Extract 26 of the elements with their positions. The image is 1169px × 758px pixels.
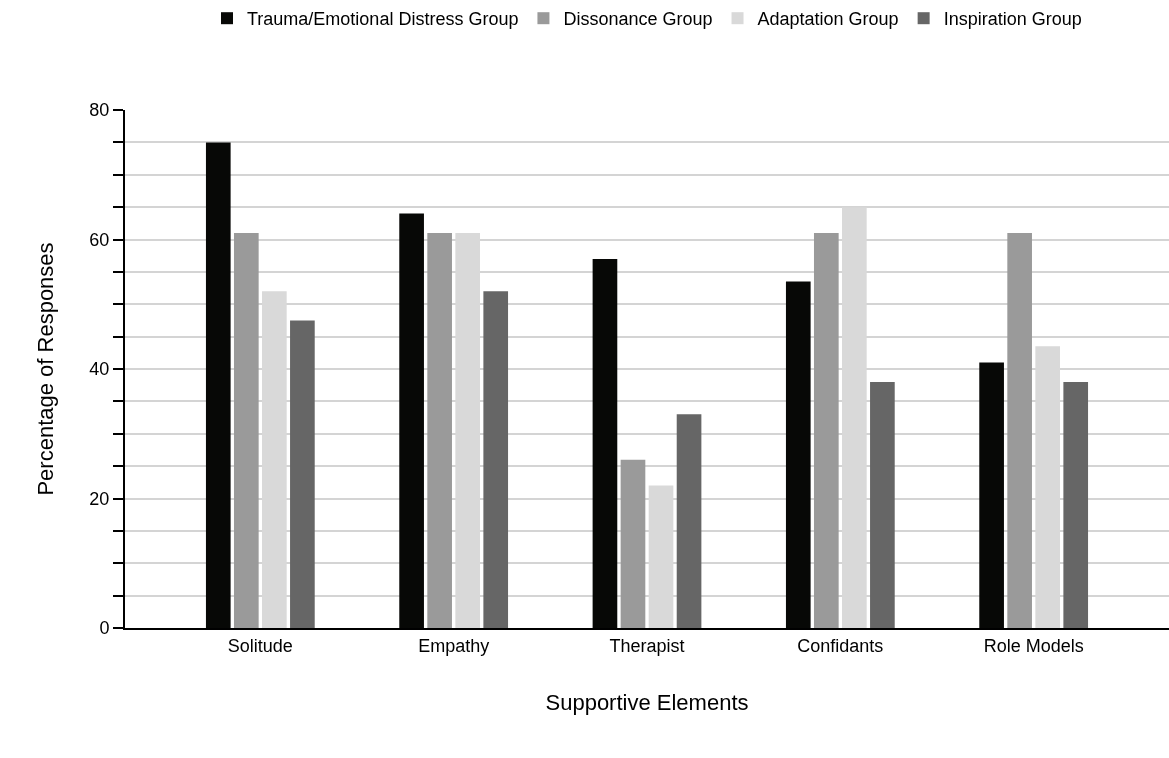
y-tick-label: 40	[89, 359, 110, 380]
bar	[233, 233, 259, 628]
y-axis-title: Percentage of Responses	[32, 242, 58, 496]
bar	[290, 320, 315, 628]
bar	[870, 381, 895, 628]
bar	[813, 233, 839, 628]
x-tick-label: Therapist	[609, 635, 685, 656]
legend-label: Inspiration Group	[943, 9, 1082, 30]
bar	[427, 233, 452, 628]
y-tick-label: 60	[89, 229, 110, 250]
x-axis-title: Supportive Elements	[545, 690, 749, 715]
x-tick-label: Solitude	[227, 635, 293, 656]
y-tick-label: 80	[89, 100, 110, 121]
bar	[620, 459, 646, 628]
legend-label: Adaptation Group	[757, 9, 899, 30]
y-tick-label: 20	[89, 488, 110, 509]
x-tick-label: Role Models	[983, 635, 1084, 656]
x-tick-label: Confidants	[797, 635, 884, 656]
y-tick-label: 0	[99, 618, 110, 639]
legend-label: Trauma/Emotional Distress Group	[247, 9, 519, 30]
bar	[483, 291, 509, 628]
bar	[1063, 381, 1089, 628]
legend-label: Dissonance Group	[563, 9, 713, 30]
bar	[1007, 233, 1032, 628]
bar	[676, 414, 702, 628]
x-tick-label: Empathy	[418, 635, 490, 656]
